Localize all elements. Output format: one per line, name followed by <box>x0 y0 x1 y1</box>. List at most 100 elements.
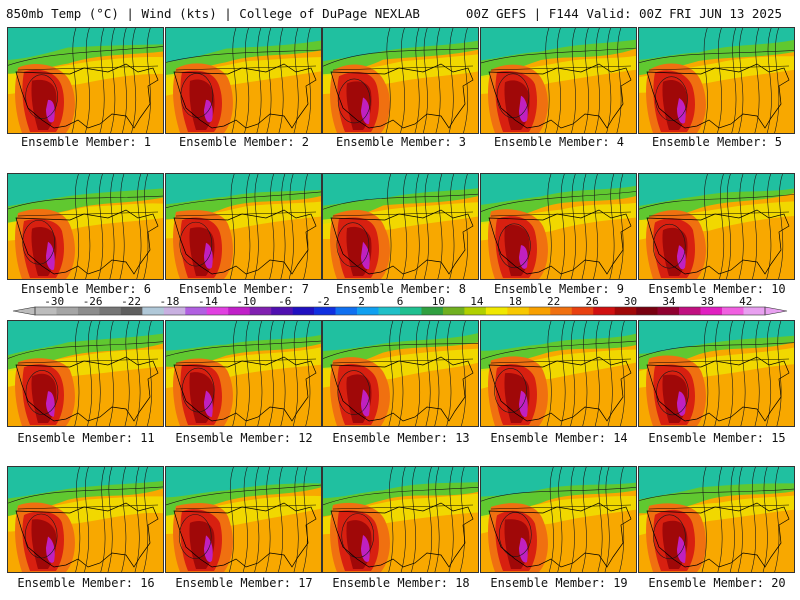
colorbar-swatch <box>571 307 594 315</box>
member-label-prefix: Ensemble Member: <box>178 135 302 149</box>
height-contour <box>422 28 428 133</box>
colorbar-swatch <box>400 307 422 315</box>
us-outline <box>330 356 474 422</box>
ensemble-map-panel <box>7 173 164 280</box>
height-contour <box>75 467 81 572</box>
us-outline <box>15 356 159 422</box>
ensemble-map-panel <box>7 320 164 427</box>
member-label-prefix: Ensemble Member: <box>648 282 772 296</box>
cold-air-band <box>481 467 636 497</box>
height-contour <box>740 321 746 426</box>
colorbar-swatch <box>357 307 379 315</box>
member-label-prefix: Ensemble Member: <box>651 135 775 149</box>
cold-air-band <box>323 321 478 352</box>
member-label-prefix: Ensemble Member: <box>493 282 617 296</box>
height-contour <box>481 340 636 360</box>
height-contour <box>619 467 625 572</box>
member-number: 1 <box>143 135 152 149</box>
height-contour <box>110 28 116 133</box>
colorbar-tick-label: 2 <box>358 296 365 308</box>
ensemble-member-label: Ensemble Member: 1 <box>7 135 165 149</box>
height-contour <box>593 174 599 279</box>
height-contour <box>560 321 566 426</box>
height-contour <box>548 467 554 572</box>
height-contour <box>714 321 720 426</box>
us-outline <box>646 502 790 568</box>
height-contour <box>702 28 708 133</box>
member-label-prefix: Ensemble Member: <box>493 135 617 149</box>
cold-air-band <box>639 174 794 206</box>
us-outline <box>330 502 474 568</box>
canada-border <box>332 211 474 217</box>
height-contour <box>427 467 433 572</box>
temperature-map <box>639 467 794 572</box>
height-contour <box>766 174 772 279</box>
height-contour <box>293 28 299 133</box>
temperature-map <box>323 28 478 133</box>
us-outline <box>646 63 790 129</box>
cold-air-band <box>166 321 321 351</box>
height-contour <box>244 28 250 133</box>
ensemble-member-label: Ensemble Member: 4 <box>480 135 638 149</box>
colorbar-tick-label: 6 <box>397 296 404 308</box>
height-contour <box>108 321 114 426</box>
ensemble-member-label: Ensemble Member: 14 <box>480 431 638 445</box>
height-contour <box>766 321 772 426</box>
height-contour <box>701 467 707 572</box>
heat-dome-contour <box>337 78 371 124</box>
us-outline <box>488 63 632 129</box>
height-contour <box>400 467 406 572</box>
heat-dome-contour <box>498 223 531 269</box>
height-contour <box>604 467 610 572</box>
height-contour <box>639 342 794 358</box>
us-outline <box>15 502 159 568</box>
canada-border <box>490 211 632 217</box>
height-contour <box>546 174 552 279</box>
cold-air-band <box>166 28 321 62</box>
cold-air-band <box>166 174 321 205</box>
height-contour <box>135 321 141 426</box>
height-contour <box>719 174 725 279</box>
member-number: 18 <box>455 576 470 590</box>
ensemble-map-panel <box>165 27 322 134</box>
us-outline <box>173 502 317 568</box>
colorbar-swatch <box>700 307 723 315</box>
ensemble-map-panel <box>165 173 322 280</box>
us-outline <box>646 209 790 275</box>
height-contour <box>481 487 636 502</box>
us-outline <box>330 63 474 129</box>
height-contour <box>8 486 163 504</box>
height-contour <box>595 28 600 133</box>
height-contour <box>544 28 550 133</box>
member-number: 20 <box>771 576 786 590</box>
ensemble-map-panel <box>7 466 164 573</box>
canada-border <box>17 211 159 217</box>
height-contour <box>288 174 294 279</box>
colorbar-swatch <box>314 307 336 315</box>
height-contour <box>717 28 723 133</box>
cold-air-band <box>323 28 478 62</box>
us-outline <box>330 209 474 275</box>
cold-air-band <box>639 321 794 354</box>
height-contour <box>581 174 587 279</box>
height-contour <box>388 467 394 572</box>
height-contour <box>618 174 624 279</box>
ensemble-member-label: Ensemble Member: 20 <box>638 576 796 590</box>
colorbar-swatch <box>743 307 766 315</box>
member-number: 12 <box>298 431 313 445</box>
height-contour <box>570 321 576 426</box>
height-contour <box>639 488 794 501</box>
height-contour <box>481 191 636 212</box>
height-contour <box>71 28 77 133</box>
heat-dome-contour <box>494 368 527 413</box>
ensemble-map-panel <box>165 466 322 573</box>
colorbar-swatch <box>550 307 573 315</box>
height-contour <box>463 174 469 279</box>
ensemble-map-panel <box>638 173 795 280</box>
height-contour <box>776 321 782 426</box>
height-contour <box>98 174 104 279</box>
height-contour <box>145 28 151 133</box>
colorbar-tick-label: 14 <box>470 296 484 308</box>
heat-dome-contour <box>337 370 371 415</box>
colorbar-swatch <box>77 307 100 315</box>
